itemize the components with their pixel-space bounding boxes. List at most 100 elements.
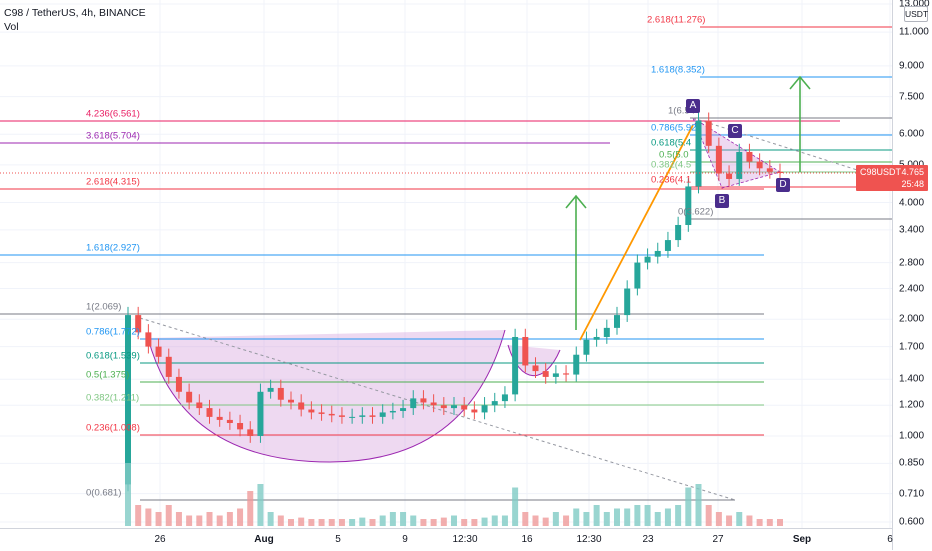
candle-body [756,161,763,169]
volume-bar [155,512,162,526]
fib-level-label: 0.786(5.92 [651,122,697,134]
candle-body [603,327,610,337]
volume-indicator-label[interactable]: Vol [4,21,19,33]
volume-bar [186,515,193,526]
volume-bar [277,515,284,526]
volume-bar [644,505,651,526]
price-tick: 0.600 [899,516,925,528]
candle-body [563,373,570,375]
volume-bar [257,484,264,526]
candle-body [389,410,396,413]
candle-body [512,336,519,395]
candle-body [257,391,264,436]
candle-body [288,399,294,403]
fib-level-label: 4.236(6.561) [86,108,140,120]
candle-body [471,409,478,413]
trendline [692,117,892,182]
candle-body [614,315,620,328]
volume-bar [451,515,457,526]
candle-body [736,151,743,179]
candle-body [349,416,356,418]
fib-level-label: 1.618(2.927) [86,242,140,254]
time-tick: Sep [792,534,812,545]
candle-body [135,315,142,333]
pattern-point-d: D [776,178,790,192]
candle-body [216,416,223,420]
candle-body [145,332,152,347]
candle-body [175,376,182,392]
fib-level-label: 0.5(1.375) [86,369,130,381]
candle-body [542,371,549,377]
volume-bar [756,519,763,526]
volume-bar [359,517,366,526]
volume-bar [542,517,549,526]
target-arrow-head [789,75,811,90]
fib-level-label: 0.236(4.1 [651,174,692,186]
price-tick: 9.000 [899,60,925,72]
volume-bar [675,505,682,526]
candle-body [532,365,539,372]
candle-body [430,402,437,406]
fib-level-label: 0.382(4.5 [651,159,692,171]
price-axis[interactable]: 13.000 11.000 9.000 7.500 6.000 5.000 4.000 3.4… [892,0,932,550]
pattern-point-c: C [728,124,742,138]
price-tick: 2.000 [899,313,925,325]
volume-bar [267,512,274,526]
volume-bar [552,512,559,526]
volume-bar [206,512,213,526]
candle-body [440,405,447,409]
volume-bar [338,519,345,526]
candle-body [410,398,417,409]
fib-level-label: 0.382(1.211) [86,392,140,404]
volume-bar [410,515,417,526]
bar-countdown: 25:48 [901,179,924,189]
volume-bar [685,487,692,526]
volume-bar [196,515,203,526]
price-plot[interactable] [0,0,892,528]
volume-bar [766,519,773,526]
volume-bar [165,505,172,526]
volume-bar [308,519,315,526]
candle-body [277,387,284,400]
volume-bar [481,517,488,526]
pattern-point-b: B [715,194,729,208]
candle-body [206,408,213,417]
volume-bar [715,512,722,526]
volume-bar [532,515,539,526]
price-tag-price: 4.765 [901,167,924,177]
cup-fill [148,330,505,462]
time-tick: 6 [887,534,893,545]
candle-body [328,413,335,416]
volume-bar [145,508,152,526]
volume-bar [471,519,478,526]
fib-level-label: 2.618(4.315) [86,176,140,188]
time-tick: 16 [521,534,533,545]
candle-body [165,356,172,377]
price-tick: 11.000 [899,26,929,38]
candle-body [420,398,427,403]
volume-bar [318,519,325,526]
candle-body [481,405,488,413]
fib-level-label: 1(6.54 [668,105,695,117]
fib-level-label: 1(2.069) [86,301,122,313]
time-tick: 5 [335,534,341,545]
time-axis[interactable]: 26 Aug 5 9 12:30 16 12:30 23 27 Sep 6 [0,528,893,551]
volume-bar [736,512,743,526]
rally-line [579,124,694,341]
price-tick: 13.000 [899,0,930,10]
time-tick: 12:30 [576,534,602,545]
time-tick: 12:30 [452,534,478,545]
time-tick: Aug [254,534,274,545]
volume-bar [430,519,437,526]
currency-button[interactable]: USDT [904,6,928,22]
price-tick: 1.400 [899,373,925,385]
candle-body [664,240,671,251]
candle-body [685,186,692,225]
price-tick: 1.700 [899,341,925,353]
volume-bar [563,515,570,526]
candle-body [726,173,733,179]
symbol-title[interactable]: C98 / TetherUS, 4h, BINANCE [4,7,146,19]
candle-body [573,354,580,375]
time-tick: 26 [154,534,166,545]
